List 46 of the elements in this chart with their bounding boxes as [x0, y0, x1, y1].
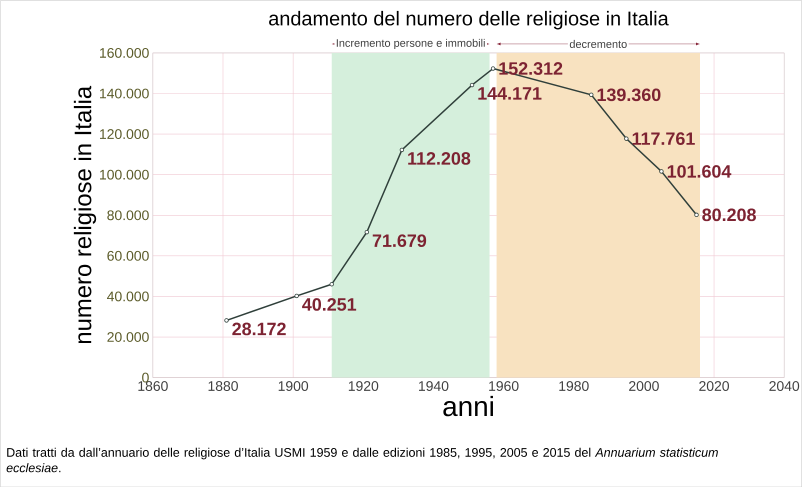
- band-label: Incremento persone e immobili: [336, 38, 485, 49]
- point: [294, 293, 299, 298]
- x-tick-label: 1940: [419, 380, 448, 391]
- x-tick-label: 2020: [699, 380, 729, 391]
- point: [470, 82, 474, 88]
- data-label: 40.251: [302, 298, 356, 311]
- x-axis-title: anni: [443, 396, 493, 416]
- x-tick-label: 1900: [278, 380, 308, 391]
- point: [659, 169, 664, 174]
- x-tick-label: 1920: [348, 380, 378, 391]
- data-label: 117.761: [632, 132, 695, 145]
- point: [364, 230, 369, 234]
- data-label: 101.604: [668, 164, 732, 178]
- chart-title: andamento del numero delle religiose in Italia: [269, 10, 669, 30]
- point: [694, 212, 699, 217]
- y-tick-label: 20.000: [107, 332, 149, 342]
- point: [224, 318, 229, 322]
- text: Dati tratti da dall’annuario delle religiose d’Italia USMI 1959 e dalle edizioni 1985, 1995, 2005 e 2015 del Annuarium statisticum ecclesiae.: [6, 447, 718, 472]
- point: [624, 136, 629, 141]
- point: [330, 282, 334, 286]
- band-label: decremento: [570, 40, 627, 48]
- y-axis-title: numero religiose in Italia: [74, 86, 96, 343]
- point: [400, 147, 404, 152]
- data-label: 152.312: [499, 62, 562, 75]
- data-label: 112.208: [408, 152, 470, 165]
- x-tick-label: 2040: [769, 380, 800, 391]
- y-tick-label: 60.000: [107, 250, 149, 261]
- data-label: 71.679: [372, 234, 426, 247]
- x-tick-label: 2000: [629, 380, 659, 391]
- y-tick-label: 120.000: [100, 128, 149, 139]
- y-tick-label: 80.000: [107, 210, 149, 220]
- point: [589, 92, 594, 97]
- y-tick-label: 160.000: [100, 48, 149, 58]
- x-tick-label: 1860: [138, 380, 168, 391]
- y-tick-label: 0: [142, 372, 149, 382]
- y-tick-label: 100.000: [100, 170, 149, 180]
- data-label: 139.360: [598, 88, 660, 101]
- data-label: 144.171: [478, 87, 542, 100]
- x-tick-label: 1880: [208, 380, 238, 391]
- x-tick-label: 1980: [559, 380, 589, 391]
- data-label: 80.208: [702, 208, 756, 221]
- y-tick-label: 140.000: [100, 88, 149, 98]
- point: [490, 66, 496, 70]
- data-label: 28.172: [232, 322, 286, 336]
- x-tick-label: 1960: [489, 380, 519, 391]
- y-tick-label: 40.000: [107, 291, 149, 302]
